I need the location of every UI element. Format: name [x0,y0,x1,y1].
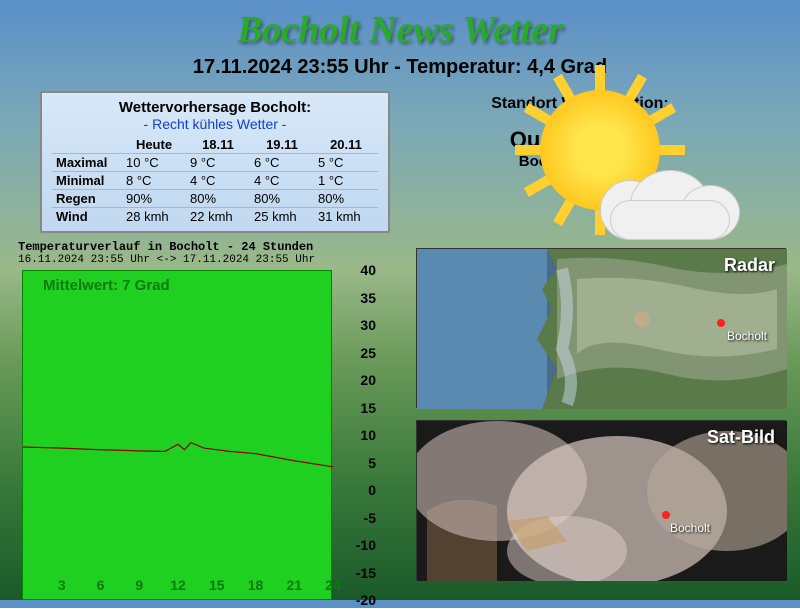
forecast-cell: 90% [122,190,186,208]
forecast-row-label: Regen [52,190,122,208]
forecast-col-header: 19.11 [250,136,314,154]
city-dot [717,319,725,327]
temp-line [23,443,333,467]
y-tick: 5 [336,455,376,471]
forecast-cell: 10 °C [122,154,186,172]
y-tick: 35 [336,290,376,306]
temp-chart-area: Temperaturverlauf in Bocholt - 24 Stunde… [10,240,400,600]
y-tick: 40 [336,262,376,278]
radar-panel: Radar Bocholt [416,248,786,408]
sat-panel: Sat-Bild Bocholt [416,420,786,580]
y-tick: 25 [336,345,376,361]
forecast-cell: 4 °C [250,172,314,190]
chart-title: Temperaturverlauf in Bocholt - 24 Stunde… [18,240,400,254]
x-tick: 21 [286,577,302,593]
forecast-box: Wettervorhersage Bocholt: - Recht kühles… [40,91,390,233]
forecast-cell: 28 kmh [122,208,186,226]
forecast-col-header: 18.11 [186,136,250,154]
forecast-table: Heute18.1119.1120.11 Maximal10 °C9 °C6 °… [52,136,378,225]
y-tick: 20 [336,372,376,388]
y-tick: -5 [336,510,376,526]
forecast-row-label: Minimal [52,172,122,190]
forecast-row-label: Wind [52,208,122,226]
forecast-row-label: Maximal [52,154,122,172]
forecast-cell: 4 °C [186,172,250,190]
forecast-cell: 5 °C [314,154,378,172]
forecast-subtitle: - Recht kühles Wetter - [52,116,378,132]
forecast-cell: 31 kmh [314,208,378,226]
forecast-cell: 1 °C [314,172,378,190]
y-tick: -20 [336,592,376,608]
y-tick: -10 [336,537,376,553]
y-tick: 30 [336,317,376,333]
forecast-cell: 8 °C [122,172,186,190]
city-label-radar: Bocholt [727,329,767,343]
sat-label: Sat-Bild [707,427,775,448]
page-title: Bocholt News Wetter [0,0,800,52]
y-tick: 10 [336,427,376,443]
forecast-col-header: Heute [122,136,186,154]
forecast-cell: 80% [186,190,250,208]
x-tick: 12 [170,577,186,593]
x-tick: 9 [135,577,143,593]
city-dot [662,511,670,519]
city-label-sat: Bocholt [670,521,710,535]
forecast-cell: 9 °C [186,154,250,172]
y-tick: -15 [336,565,376,581]
y-tick: 15 [336,400,376,416]
x-tick: 6 [97,577,105,593]
forecast-title: Wettervorhersage Bocholt: [52,99,378,116]
radar-label: Radar [724,255,775,276]
forecast-cell: 80% [250,190,314,208]
forecast-col-header: 20.11 [314,136,378,154]
forecast-cell: 22 kmh [186,208,250,226]
y-tick: 0 [336,482,376,498]
forecast-cell: 80% [314,190,378,208]
forecast-cell: 25 kmh [250,208,314,226]
forecast-cell: 6 °C [250,154,314,172]
x-tick: 18 [248,577,264,593]
temp-chart: Mittelwert: 7 Grad 3691215182124 4035302… [10,270,380,600]
x-tick: 3 [58,577,66,593]
cloud-graphic [600,170,740,230]
x-tick: 15 [209,577,225,593]
